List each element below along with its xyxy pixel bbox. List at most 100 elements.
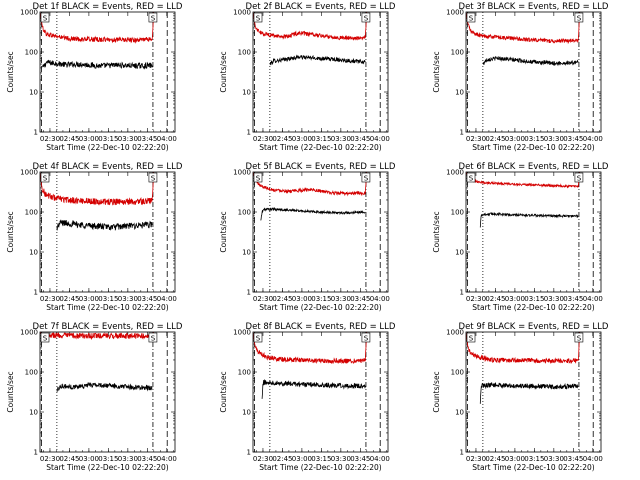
x-tick-label: 03:15 xyxy=(98,135,118,143)
x-tick-label: 03:30 xyxy=(544,135,564,143)
saa-marker-icon: S xyxy=(466,172,476,183)
x-tick-label: 02:30 xyxy=(466,295,486,303)
plot-frame xyxy=(465,11,602,133)
saa-marker-label: S xyxy=(256,15,261,23)
x-tick-label: 04:00 xyxy=(583,455,603,463)
panel-title: Det 5f BLACK = Events, RED = LLD xyxy=(246,162,396,172)
y-tick-label: 1 xyxy=(460,129,464,137)
x-tick-label: 02:45 xyxy=(272,135,292,143)
saa-marker-label: S xyxy=(469,175,474,183)
y-axis-label: Counts/sec xyxy=(219,371,228,412)
y-axis-label: Counts/sec xyxy=(6,211,15,252)
series-events-line xyxy=(479,382,579,404)
saa-marker-label: S xyxy=(469,335,474,343)
y-tick-label: 1 xyxy=(460,289,464,297)
x-axis-label: Start Time (22-Dec-10 02:22:20) xyxy=(472,463,594,472)
x-tick-label: 02:45 xyxy=(485,455,505,463)
series-lld-line xyxy=(466,172,581,189)
saa-marker-label: S xyxy=(151,335,156,343)
x-tick-label: 04:00 xyxy=(157,295,177,303)
y-tick-label: 1000 xyxy=(20,169,38,177)
panel-det-7: Det 7f BLACK = Events, RED = LLD Counts/s… xyxy=(6,322,183,472)
x-tick-label: 04:00 xyxy=(370,135,390,143)
series-events-line xyxy=(479,211,579,228)
saa-marker-icon: S xyxy=(148,172,158,183)
x-tick-label: 03:30 xyxy=(331,455,351,463)
series-events-line xyxy=(260,206,366,221)
y-tick-label: 1000 xyxy=(20,9,38,17)
saa-marker-icon: S xyxy=(361,172,371,183)
y-tick-label: 100 xyxy=(238,49,251,57)
y-tick-label: 100 xyxy=(451,369,464,377)
x-tick-label: 04:00 xyxy=(583,295,603,303)
plot-frame xyxy=(465,331,602,453)
y-tick-label: 1000 xyxy=(233,329,251,337)
x-tick-label: 03:30 xyxy=(331,135,351,143)
saa-marker-icon: S xyxy=(40,172,50,183)
saa-marker-icon: S xyxy=(574,172,584,183)
x-tick-label: 02:30 xyxy=(40,135,60,143)
x-tick-label: 03:45 xyxy=(350,455,370,463)
series-events-line xyxy=(482,55,579,67)
x-tick-label: 02:45 xyxy=(485,135,505,143)
series-lld-line xyxy=(253,12,368,41)
panel-title: Det 8f BLACK = Events, RED = LLD xyxy=(246,322,396,332)
y-tick-label: 10 xyxy=(242,249,251,257)
x-tick-label: 02:45 xyxy=(485,295,505,303)
y-axis-label: Counts/sec xyxy=(6,371,15,412)
series-lld-line xyxy=(466,12,581,45)
x-tick-label: 03:45 xyxy=(563,295,583,303)
y-tick-label: 10 xyxy=(29,249,38,257)
y-tick-label: 10 xyxy=(455,249,464,257)
series-lld-line xyxy=(40,172,155,206)
y-tick-label: 100 xyxy=(25,49,38,57)
y-axis-label: Counts/sec xyxy=(432,51,441,92)
saa-marker-label: S xyxy=(256,175,261,183)
x-tick-label: 04:00 xyxy=(370,295,390,303)
x-tick-label: 03:45 xyxy=(137,295,157,303)
panel-det-2: Det 2f BLACK = Events, RED = LLD Counts/s… xyxy=(219,2,396,152)
y-tick-label: 10 xyxy=(455,89,464,97)
x-tick-label: 03:45 xyxy=(137,135,157,143)
saa-marker-label: S xyxy=(364,335,369,343)
plot-frame xyxy=(39,171,176,293)
saa-marker-icon: S xyxy=(361,12,371,23)
panel-title: Det 2f BLACK = Events, RED = LLD xyxy=(246,2,396,12)
x-tick-label: 02:45 xyxy=(272,455,292,463)
panel-title: Det 4f BLACK = Events, RED = LLD xyxy=(33,162,183,172)
y-axis-label: Counts/sec xyxy=(219,211,228,252)
x-axis-label: Start Time (22-Dec-10 02:22:20) xyxy=(472,143,594,152)
y-axis-label: Counts/sec xyxy=(219,51,228,92)
series-events-line xyxy=(56,382,153,392)
y-tick-label: 100 xyxy=(25,209,38,217)
x-tick-label: 03:00 xyxy=(292,295,312,303)
saa-marker-label: S xyxy=(577,15,582,23)
x-axis-label: Start Time (22-Dec-10 02:22:20) xyxy=(472,303,594,312)
y-tick-label: 1000 xyxy=(233,9,251,17)
saa-marker-label: S xyxy=(364,15,369,23)
x-tick-label: 03:15 xyxy=(311,135,331,143)
y-tick-label: 100 xyxy=(451,209,464,217)
saa-marker-icon: S xyxy=(253,332,263,343)
series-events-line xyxy=(269,54,366,66)
y-tick-label: 1 xyxy=(34,449,38,457)
x-tick-label: 02:45 xyxy=(272,295,292,303)
x-tick-label: 03:30 xyxy=(544,455,564,463)
x-tick-label: 03:00 xyxy=(292,135,312,143)
x-tick-label: 02:45 xyxy=(59,135,79,143)
saa-marker-icon: S xyxy=(253,172,263,183)
series-lld-line xyxy=(40,332,155,341)
x-axis-label: Start Time (22-Dec-10 02:22:20) xyxy=(46,463,168,472)
saa-marker-icon: S xyxy=(40,332,50,343)
x-tick-label: 03:00 xyxy=(79,295,99,303)
series-lld-line xyxy=(253,332,368,365)
x-tick-label: 03:15 xyxy=(98,295,118,303)
x-axis-label: Start Time (22-Dec-10 02:22:20) xyxy=(259,143,381,152)
panel-det-9: Det 9f BLACK = Events, RED = LLD Counts/s… xyxy=(432,322,609,472)
y-tick-label: 1000 xyxy=(446,169,464,177)
saa-marker-label: S xyxy=(256,335,261,343)
x-tick-label: 03:00 xyxy=(292,455,312,463)
x-tick-label: 02:30 xyxy=(40,455,60,463)
x-tick-label: 03:00 xyxy=(79,135,99,143)
